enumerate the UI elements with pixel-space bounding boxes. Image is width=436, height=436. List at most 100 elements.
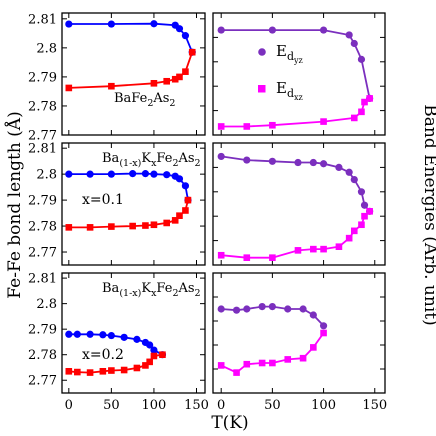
data-point xyxy=(108,367,115,374)
data-point xyxy=(243,360,251,368)
x-tick-label: 50 xyxy=(264,398,281,413)
data-point xyxy=(309,311,317,319)
y-tick-label: 2.8 xyxy=(36,41,57,56)
data-point xyxy=(335,163,343,171)
data-point xyxy=(86,330,94,338)
legend-marker xyxy=(258,85,266,93)
data-point xyxy=(150,346,158,354)
data-point xyxy=(309,158,317,167)
data-point xyxy=(294,158,302,167)
data-point xyxy=(133,335,141,343)
x-tick-label: 0 xyxy=(65,398,73,413)
data-point xyxy=(182,68,189,75)
panel-frame xyxy=(212,12,386,136)
data-point xyxy=(357,55,366,63)
data-point xyxy=(176,73,183,81)
series-line xyxy=(221,97,371,128)
data-point xyxy=(361,212,368,220)
data-point xyxy=(243,305,251,313)
data-point xyxy=(358,108,365,116)
series-line xyxy=(220,332,325,374)
data-point xyxy=(141,170,150,178)
y-tick-label: 2.79 xyxy=(28,70,57,85)
data-point xyxy=(217,362,225,369)
data-point xyxy=(366,208,373,215)
data-point xyxy=(163,219,170,227)
data-point xyxy=(163,171,171,179)
legend-label: Edyz xyxy=(276,42,303,65)
data-point xyxy=(65,20,73,28)
data-point xyxy=(358,221,365,229)
data-point xyxy=(350,114,358,122)
data-point xyxy=(299,305,307,313)
data-point xyxy=(233,369,240,376)
data-point xyxy=(335,243,343,250)
y-tick-label: 2.78 xyxy=(28,220,57,235)
data-point xyxy=(320,329,327,337)
data-point xyxy=(150,20,158,28)
data-point xyxy=(217,251,225,259)
panel-0-0: 2.77 2.78 2.79 2.8 2.81 BaFe2As2 xyxy=(28,12,206,144)
y-tick-label: 2.78 xyxy=(28,99,57,114)
compound-formula: Ba(1-x)KxFe2As2 xyxy=(102,151,201,169)
series-line xyxy=(68,51,194,89)
y-tick-label: 2.77 xyxy=(28,246,57,261)
data-point xyxy=(319,322,328,330)
data-point xyxy=(150,352,158,360)
data-point xyxy=(320,245,327,253)
panel-frame xyxy=(212,272,386,394)
data-point xyxy=(181,182,190,190)
data-point xyxy=(182,207,189,214)
data-point xyxy=(284,305,292,313)
data-point xyxy=(268,303,276,311)
panel-2-1: 0 50 100 150 xyxy=(212,272,387,413)
left-axis-label: Fe-Fe bond length (Å) xyxy=(4,111,25,298)
data-point xyxy=(217,152,225,161)
data-point xyxy=(299,354,307,362)
panel-frame xyxy=(212,142,386,266)
panel-1-0: 2.77 2.78 2.79 2.8 2.81 Ba(1-x)KxFe2As2 x=0.1 xyxy=(28,142,206,266)
data-point xyxy=(107,20,115,28)
data-point xyxy=(366,95,373,102)
data-point xyxy=(73,330,81,338)
data-point xyxy=(361,98,368,106)
data-point xyxy=(108,82,115,90)
y-tick-label: 2.8 xyxy=(36,297,57,312)
data-point xyxy=(217,26,225,34)
data-point xyxy=(129,170,137,178)
data-point xyxy=(108,223,115,230)
y-tick-label: 2.77 xyxy=(28,129,57,144)
x-tick-label: 150 xyxy=(362,398,387,413)
doping-label: x=0.2 xyxy=(82,347,124,363)
data-point xyxy=(232,306,241,314)
data-point xyxy=(107,170,115,178)
data-point xyxy=(159,351,166,359)
data-point xyxy=(284,356,292,363)
data-point xyxy=(258,303,266,311)
x-tick-label: 0 xyxy=(217,398,225,413)
data-point xyxy=(99,367,107,375)
y-tick-label: 2.81 xyxy=(28,142,57,157)
data-point xyxy=(243,156,251,164)
data-point xyxy=(175,25,184,33)
y-tick-label: 2.79 xyxy=(28,323,57,338)
data-point xyxy=(181,32,190,40)
data-point xyxy=(243,254,251,261)
x-tick-label: 100 xyxy=(142,398,167,413)
data-point xyxy=(345,168,353,176)
data-point xyxy=(310,245,317,253)
data-point xyxy=(345,31,353,39)
data-point xyxy=(150,79,158,87)
data-point xyxy=(320,118,327,125)
data-point xyxy=(65,367,73,375)
data-point xyxy=(268,157,276,165)
data-point xyxy=(350,39,358,48)
right-axis-label: Band Energies (Arb. unit) xyxy=(420,104,436,325)
data-point xyxy=(99,331,107,339)
y-tick-label: 2.81 xyxy=(28,272,57,287)
data-point xyxy=(294,247,302,254)
data-point xyxy=(269,121,276,129)
x-tick-label: 150 xyxy=(184,398,209,413)
data-point xyxy=(176,212,183,219)
